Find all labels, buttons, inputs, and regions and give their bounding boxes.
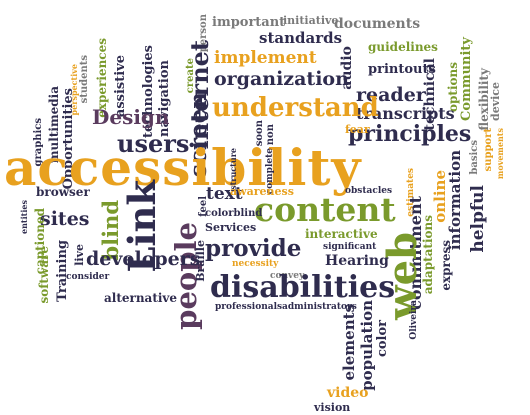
word-consider: consider (66, 272, 110, 282)
word-training: Training (55, 240, 70, 302)
word-content: content (254, 190, 396, 229)
word-live: live (73, 244, 86, 266)
word-video: video (327, 385, 369, 401)
word-administrators: administrators (282, 302, 357, 312)
word-alternative: alternative (104, 291, 178, 305)
word-services: Services (205, 221, 257, 234)
word-interactive: interactive (305, 227, 378, 241)
word-oliveira: Oliveira (409, 300, 419, 340)
word-express: express (439, 240, 453, 291)
word-developers: developers (86, 248, 201, 270)
word-device: device (489, 82, 502, 121)
word-principles: principles (348, 121, 472, 147)
word-implement: implement (214, 48, 317, 68)
word-disabilities: disabilities (210, 270, 396, 305)
word-hearing: Hearing (325, 253, 389, 269)
word-community: Community (459, 37, 474, 121)
word-organization: organization (214, 68, 349, 90)
word-browser: browser (36, 185, 90, 199)
word-accessibility: accessibility (4, 138, 362, 197)
word-vision: vision (314, 401, 351, 414)
word-necessity: necessity (232, 259, 279, 269)
word-basics: basics (469, 140, 480, 175)
word-awareness: awareness (230, 185, 294, 198)
word-guidelines: guidelines (368, 40, 438, 54)
word-students: students (79, 55, 90, 104)
word-understand: understand (212, 93, 379, 123)
word-color: color (375, 320, 390, 358)
word-obstacles: obstacles (345, 186, 393, 196)
word-printouts: printouts (368, 62, 436, 77)
word-software: software (37, 246, 51, 304)
word-text: text (206, 184, 243, 204)
word-audio: audio (339, 46, 355, 90)
word-braille: Braille (194, 240, 207, 282)
word-sites: sites (40, 208, 90, 230)
word-movements: movements (495, 128, 505, 180)
word-important: important (212, 15, 286, 30)
word-professionals: professionals (215, 302, 283, 312)
word-fear: fear (345, 123, 370, 136)
word-convey: convey (270, 271, 305, 281)
word-colorblind: colorblind (205, 208, 263, 219)
word-support: support (483, 128, 494, 172)
word-entities: entities (19, 200, 29, 234)
word-users: users (117, 129, 190, 158)
word-initiative: initiative (283, 14, 339, 27)
word-documents: documents (334, 16, 421, 32)
word-significant: significant (323, 242, 377, 252)
word-helpful: helpful (468, 185, 488, 253)
word-population: population (358, 300, 376, 391)
word-transcripts: transcripts (356, 104, 455, 123)
word-standards: standards (259, 29, 343, 47)
word-provide: provide (205, 235, 302, 262)
word-information: information (446, 150, 464, 251)
word-reader: reader (356, 84, 426, 106)
word-design: Design (92, 105, 170, 129)
word-elements: elements (340, 304, 358, 381)
